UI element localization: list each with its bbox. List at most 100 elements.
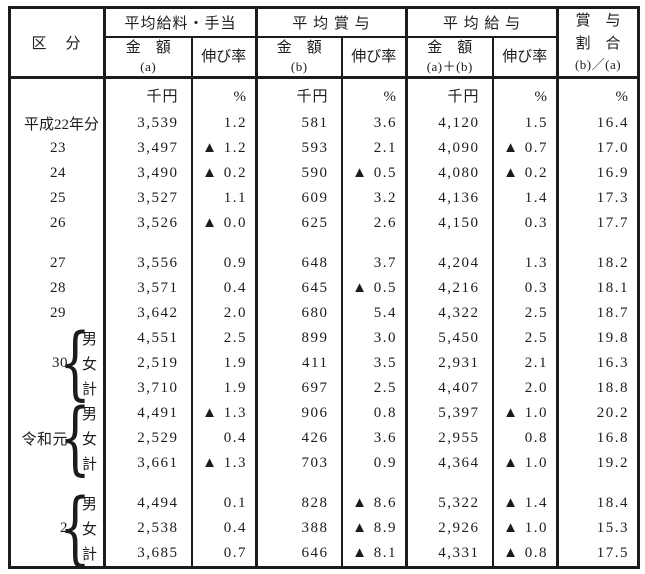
salary-rate-cell: 0.4 [191, 425, 258, 451]
table-row: 23 3,497 ▲ 1.2 593 2.1 4,090 ▲ 0.7 17.0 [9, 135, 639, 161]
sub-header-row: 金 額 (a) 伸び率 金 額 (b) 伸び率 金 額 (a)＋(b) 伸び率 [10, 37, 639, 79]
bonus-amount-cell: 680 [256, 300, 343, 326]
total-rate-cell: ▲ 1.0 [492, 450, 559, 476]
group-brace: { [59, 398, 91, 478]
salary-rate-cell: 0.9 [191, 250, 258, 276]
total-amount-cell: 4,204 [406, 250, 494, 276]
bonus-ratio-cell: 18.8 [596, 379, 629, 396]
unit-cell: % [341, 77, 408, 111]
row-label-cell: 29 [9, 300, 106, 326]
sex-label: 女 [81, 521, 97, 538]
row-label-cell: 24 [9, 160, 106, 186]
total-amount-cell: 4,120 [406, 110, 494, 136]
amount-sub-label: (a)＋(b) [426, 59, 473, 75]
salary-amount-cell: 3,527 [104, 185, 193, 211]
group-brace-slot [68, 326, 81, 351]
row-label-cell [9, 475, 106, 491]
total-amount-cell: 4,090 [406, 135, 494, 161]
group-row-label: 30{女 [11, 323, 103, 403]
bonus-rate-cell: 3.5 [341, 350, 408, 376]
bonus-rate-cell: ▲ 8.6 [341, 490, 408, 516]
row-label-cell: 平成22年分 [9, 110, 106, 136]
salary-rate-cell: 1.9 [191, 375, 258, 401]
bonus-amount-cell [256, 235, 343, 251]
table-row: 28 3,571 0.4 645 ▲ 0.5 4,216 0.3 18.1 [9, 275, 639, 301]
bonus-amount-cell: 426 [256, 425, 343, 451]
group-brace: { [59, 323, 91, 403]
table-row: 男 4,551 2.5 899 3.0 5,450 2.5 19.8 [9, 325, 639, 351]
category-header: 区 分 [9, 7, 106, 79]
unit-cell: % [191, 77, 258, 111]
group-header-row: 区 分 平均給料・手当 平 均 賞 与 平 均 給 与 賞 与 割 合 (b)／… [9, 7, 639, 79]
total-amount-cell [406, 475, 494, 491]
bonus-rate-cell: ▲ 0.5 [341, 160, 408, 186]
bonus-ratio-cell: 17.5 [596, 544, 629, 561]
amount-label: 金 額 [125, 40, 171, 57]
salary-amount-cell: 3,571 [104, 275, 193, 301]
salary-rate-cell: 0.1 [191, 490, 258, 516]
amount-sub-label: (a) [140, 59, 157, 75]
sex-label: 女 [81, 356, 97, 373]
total-rate-cell: 0.3 [492, 210, 559, 236]
group-row-label: 計 [11, 451, 103, 476]
table-row: 24 3,490 ▲ 0.2 590 ▲ 0.5 4,080 ▲ 0.2 16.9 [9, 160, 639, 186]
era-label: 令和元 [21, 431, 68, 448]
year-label: 27 [50, 254, 66, 271]
salary-amount-header: 金 額 (a) [104, 37, 193, 79]
bonus-ratio-cell [558, 236, 639, 251]
group-brace-slot [68, 451, 81, 476]
salary-rate-cell: 2.0 [191, 300, 258, 326]
salary-amount-cell: 3,710 [104, 375, 193, 401]
salary-rate-cell: 1.9 [191, 350, 258, 376]
row-label-cell: 計 [9, 450, 106, 476]
row-label-cell: 男 [9, 400, 106, 426]
table-row: 29 3,642 2.0 680 5.4 4,322 2.5 18.7 [9, 300, 639, 326]
row-label-cell [9, 235, 106, 251]
salary-amount-cell: 4,551 [104, 325, 193, 351]
bonus-rate-cell: 5.4 [341, 300, 408, 326]
total-amount-cell: 4,322 [406, 300, 494, 326]
salary-rate-cell: 0.4 [191, 515, 258, 541]
group-brace-slot [68, 491, 81, 516]
total-rate-cell: 0.3 [492, 275, 559, 301]
bonus-rate-cell [341, 475, 408, 491]
salary-statistics-table: 区 分 平均給料・手当 平 均 賞 与 平 均 給 与 賞 与 割 合 (b)／… [8, 6, 640, 569]
year-label: 25 [50, 189, 66, 206]
bonus-ratio-cell: 19.8 [596, 329, 629, 346]
bonus-rate-cell: 3.6 [341, 110, 408, 136]
sex-label: 男 [81, 496, 97, 513]
salary-amount-cell: 3,539 [104, 110, 193, 136]
amount-label: 金 額 [276, 40, 322, 57]
sex-label: 男 [81, 406, 97, 423]
bonus-ratio-cell: 16.8 [596, 429, 629, 446]
total-amount-cell: 4,331 [406, 540, 494, 567]
sex-label: 計 [81, 546, 97, 563]
group-row-label: 計 [11, 376, 103, 401]
total-rate-cell: 1.4 [492, 185, 559, 211]
group-brace-slot [68, 376, 81, 401]
bonus-amount-cell: 609 [256, 185, 343, 211]
salary-rate-cell: 2.5 [191, 325, 258, 351]
bonus-ratio-cell: 18.4 [596, 494, 629, 511]
bonus-ratio-cell: 15.3 [596, 519, 629, 536]
table-row: 26 3,526 ▲ 0.0 625 2.6 4,150 0.3 17.7 [9, 210, 639, 236]
bonus-amount-cell: 906 [256, 400, 343, 426]
bonus-amount-cell: 697 [256, 375, 343, 401]
group-row-label: 2{女 [11, 488, 103, 568]
total-amount-cell: 4,216 [406, 275, 494, 301]
table-row: 平成22年分 3,539 1.2 581 3.6 4,120 1.5 16.4 [9, 110, 639, 136]
amount-label: 金 額 [427, 40, 473, 57]
bonus-amount-cell: 646 [256, 540, 343, 567]
total-amount-cell: 5,450 [406, 325, 494, 351]
total-amount-cell: 2,931 [406, 350, 494, 376]
total-rate-cell: 2.5 [492, 325, 559, 351]
year-label: 28 [50, 279, 66, 296]
group-brace: { [59, 488, 91, 568]
bonus-rate-cell: 0.8 [341, 400, 408, 426]
total-rate-cell: 2.5 [492, 300, 559, 326]
total-rate-cell [492, 235, 559, 251]
group-brace-slot [68, 541, 81, 566]
bonus-amount-cell: 411 [256, 350, 343, 376]
bonus-rate-cell: ▲ 0.5 [341, 275, 408, 301]
